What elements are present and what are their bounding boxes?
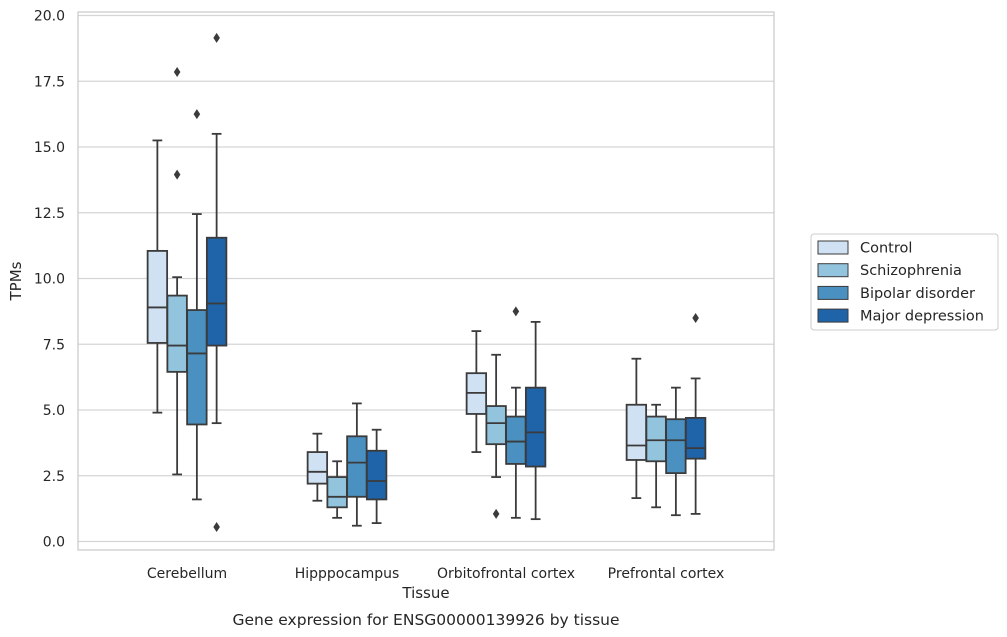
outlier-point [692, 312, 699, 323]
box-iqr [326, 476, 348, 509]
legend-frame [810, 233, 999, 331]
box-control [146, 139, 169, 414]
box-iqr [485, 405, 507, 446]
box-iqr [625, 403, 648, 461]
box-schizophrenia [485, 353, 507, 519]
outlier-point [173, 169, 181, 180]
outlier-point [213, 522, 220, 533]
legend-swatch [817, 263, 849, 278]
box-iqr [365, 449, 388, 501]
outlier-point [213, 32, 220, 43]
legend-swatch [817, 308, 849, 323]
outlier-point [173, 67, 181, 78]
box-schizophrenia [166, 67, 188, 476]
legend: Control Schizophrenia Bipolar disorder Majo… [810, 233, 999, 331]
box-iqr [665, 418, 687, 475]
box-major-depression [365, 428, 388, 524]
box-control [625, 357, 648, 500]
box-schizophrenia [645, 403, 667, 509]
x-axis-label: Tissue [401, 584, 449, 602]
box-iqr [524, 386, 547, 468]
x-axis-ticks: Cerebellum Hipppocampus Orbitofrontal cort… [147, 566, 724, 582]
box-iqr [205, 236, 228, 347]
legend-label: Bipolar disorder [860, 286, 975, 302]
box-control [306, 432, 329, 502]
legend-label: Control [860, 241, 912, 257]
box-major-depression [205, 32, 228, 533]
y-tick-label: 10.0 [34, 272, 65, 288]
x-tick-label: Hipppocampus [295, 566, 400, 582]
x-tick-label: Prefrontal cortex [608, 566, 725, 582]
box-control [465, 330, 488, 453]
y-tick-label: 0.0 [43, 535, 65, 551]
legend-swatch [817, 285, 849, 300]
legend-label: Major depression [860, 309, 984, 325]
chart-caption: Gene expression for ENSG00000139926 by t… [232, 611, 619, 629]
x-tick-label: Cerebellum [147, 566, 227, 582]
box-bipolar-disorder [505, 306, 527, 519]
outlier-point [492, 508, 500, 519]
box-iqr [186, 309, 208, 426]
box-iqr [505, 415, 527, 465]
y-tick-label: 2.5 [43, 469, 65, 485]
legend-label: Schizophrenia [860, 263, 962, 279]
boxes [146, 32, 707, 533]
box-major-depression [684, 312, 707, 515]
y-tick-label: 20.0 [34, 9, 65, 25]
box-iqr [306, 451, 329, 485]
y-axis-label: TPMs [7, 261, 25, 301]
y-tick-label: 17.5 [34, 74, 65, 90]
box-schizophrenia [326, 460, 348, 519]
box-bipolar-disorder [665, 386, 687, 517]
box-bipolar-disorder [346, 402, 368, 527]
box-iqr [346, 435, 368, 498]
x-tick-label: Orbitofrontal cortex [437, 566, 575, 582]
box-iqr [146, 249, 169, 344]
y-tick-label: 7.5 [43, 337, 65, 353]
y-tick-label: 5.0 [43, 403, 65, 419]
box-major-depression [524, 320, 547, 521]
legend-swatch [817, 240, 849, 255]
box-iqr [166, 294, 188, 373]
y-axis-ticks: 0.0 2.5 5.0 7.5 10.0 12.5 15.0 17.5 20.0 [34, 9, 65, 551]
box-iqr [684, 416, 707, 460]
outlier-point [193, 109, 201, 120]
box-bipolar-disorder [186, 109, 208, 501]
y-tick-label: 15.0 [34, 140, 65, 156]
outlier-point [512, 306, 520, 317]
y-tick-label: 12.5 [34, 206, 65, 222]
plot-frame [77, 11, 775, 551]
box-iqr [645, 415, 667, 463]
